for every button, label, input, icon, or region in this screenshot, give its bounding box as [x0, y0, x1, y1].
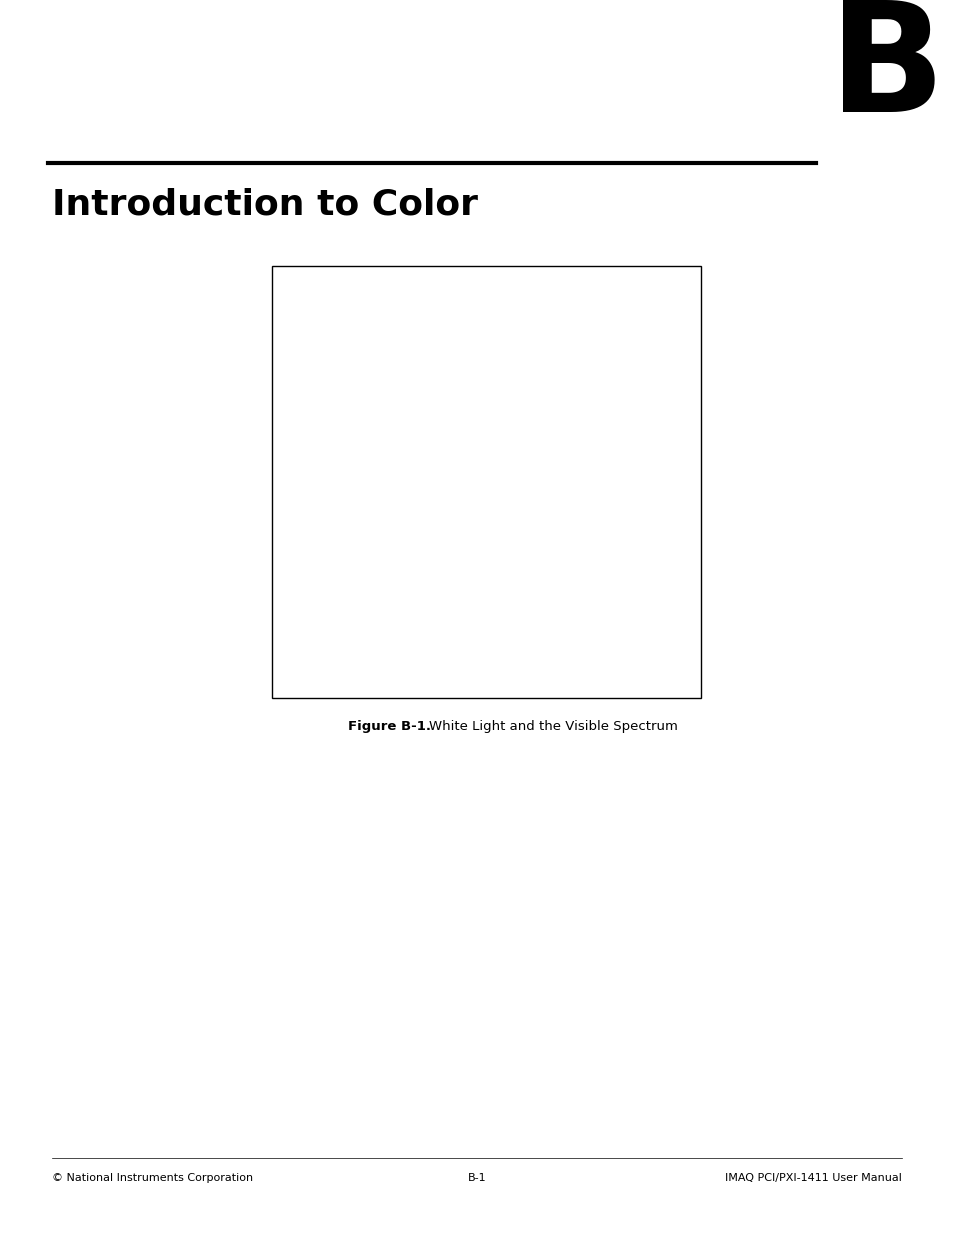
- Text: Introduction to Color: Introduction to Color: [52, 188, 478, 222]
- Polygon shape: [509, 472, 676, 495]
- Polygon shape: [509, 477, 676, 545]
- Polygon shape: [402, 614, 554, 640]
- Polygon shape: [509, 446, 676, 469]
- Polygon shape: [509, 429, 676, 468]
- Polygon shape: [465, 317, 554, 640]
- Text: Figure B-1.: Figure B-1.: [348, 720, 431, 734]
- Polygon shape: [509, 475, 676, 529]
- Polygon shape: [509, 479, 676, 569]
- Text: IMAQ PCI/PXI-1411 User Manual: IMAQ PCI/PXI-1411 User Manual: [724, 1173, 901, 1183]
- Text: White Light and the Visible Spectrum: White Light and the Visible Spectrum: [429, 720, 678, 734]
- Text: B-1: B-1: [467, 1173, 486, 1183]
- Polygon shape: [402, 317, 519, 614]
- Text: © National Instruments Corporation: © National Instruments Corporation: [52, 1173, 253, 1183]
- Text: B: B: [828, 0, 944, 144]
- Polygon shape: [509, 462, 676, 479]
- Polygon shape: [509, 473, 676, 511]
